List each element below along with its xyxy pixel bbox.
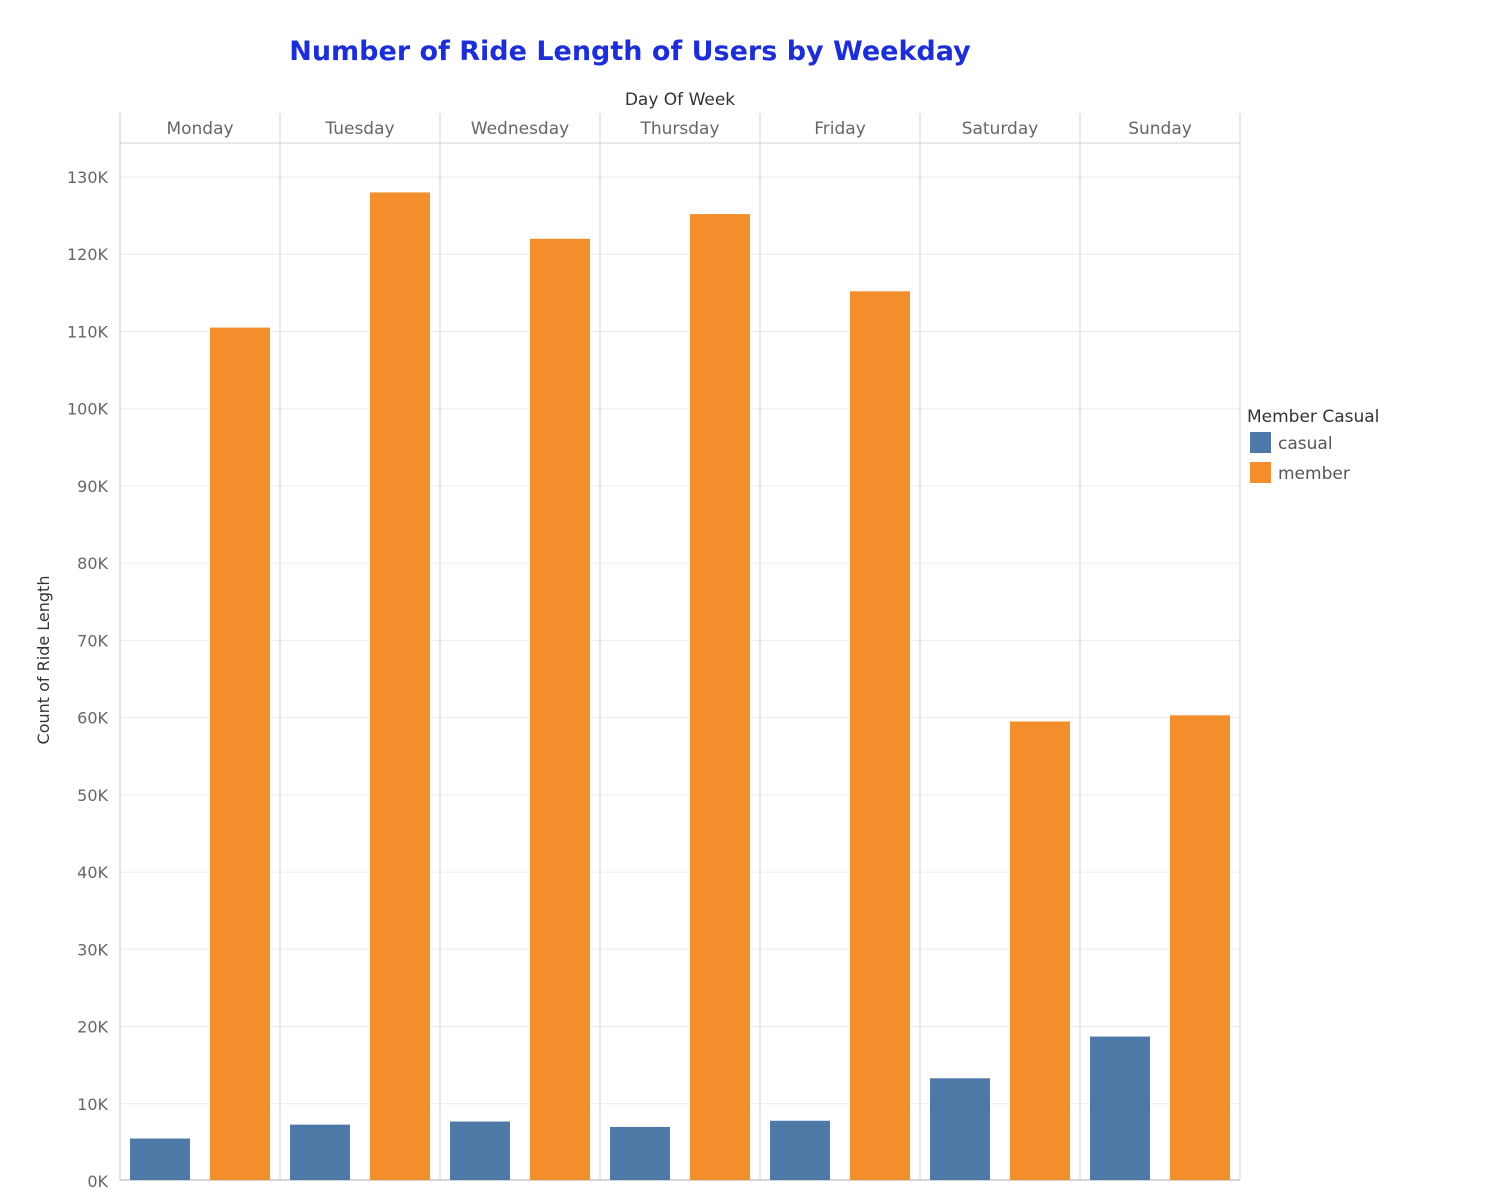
day-header-label: Friday: [814, 119, 866, 139]
y-tick-label: 0K: [87, 1172, 108, 1191]
legend-swatch-member: [1250, 462, 1271, 483]
legend-label-casual: casual: [1278, 434, 1333, 454]
y-tick-label: 80K: [77, 554, 108, 573]
bar-member-wednesday: [530, 238, 590, 1181]
bar-casual-wednesday: [450, 1121, 510, 1180]
bars: [130, 192, 1230, 1181]
bar-member-sunday: [1170, 715, 1230, 1180]
y-axis-label: Count of Ride Length: [34, 576, 53, 745]
y-axis-ticks: 0K 10K 20K 30K 40K 50K 60K 70K 80K 90K 100K 110K 120…: [67, 168, 109, 1191]
y-tick-label: 30K: [77, 940, 108, 959]
bar-casual-saturday: [930, 1078, 990, 1180]
y-tick-label: 40K: [77, 863, 108, 882]
panel-frame: [119, 113, 1241, 1181]
bar-casual-tuesday: [290, 1124, 350, 1180]
y-tick-label: 90K: [77, 477, 108, 496]
day-header-label: Wednesday: [471, 119, 569, 139]
column-header-title: Day Of Week: [625, 90, 735, 110]
bar-member-saturday: [1010, 721, 1070, 1180]
day-headers: Monday Tuesday Wednesday Thursday Friday Satu…: [166, 119, 1191, 139]
day-header-label: Tuesday: [324, 119, 394, 139]
gridlines: [120, 176, 1240, 1105]
bar-casual-monday: [130, 1138, 190, 1180]
y-tick-label: 120K: [67, 245, 109, 264]
legend-title: Member Casual: [1247, 407, 1379, 427]
y-tick-label: 50K: [77, 786, 108, 805]
bar-casual-friday: [770, 1120, 830, 1180]
bar-member-monday: [210, 327, 270, 1181]
legend-swatch-casual: [1250, 432, 1271, 453]
day-header-label: Monday: [166, 119, 233, 139]
y-tick-label: 60K: [77, 709, 108, 728]
y-tick-label: 130K: [67, 168, 109, 187]
bar-member-tuesday: [370, 192, 430, 1180]
bar-casual-sunday: [1090, 1036, 1150, 1180]
chart-title: Number of Ride Length of Users by Weekda…: [289, 36, 971, 67]
legend: Member Casual casual member: [1247, 407, 1379, 484]
bar-member-friday: [850, 291, 910, 1181]
bar-casual-thursday: [610, 1126, 670, 1180]
y-tick-label: 70K: [77, 631, 108, 650]
day-header-label: Thursday: [639, 119, 719, 139]
y-tick-label: 20K: [77, 1018, 108, 1037]
y-tick-label: 100K: [67, 400, 109, 419]
y-tick-label: 10K: [77, 1095, 108, 1114]
bar-member-thursday: [690, 214, 750, 1180]
day-header-label: Saturday: [962, 119, 1039, 139]
legend-label-member: member: [1278, 464, 1350, 484]
day-header-label: Sunday: [1128, 119, 1192, 139]
y-tick-label: 110K: [67, 322, 109, 341]
